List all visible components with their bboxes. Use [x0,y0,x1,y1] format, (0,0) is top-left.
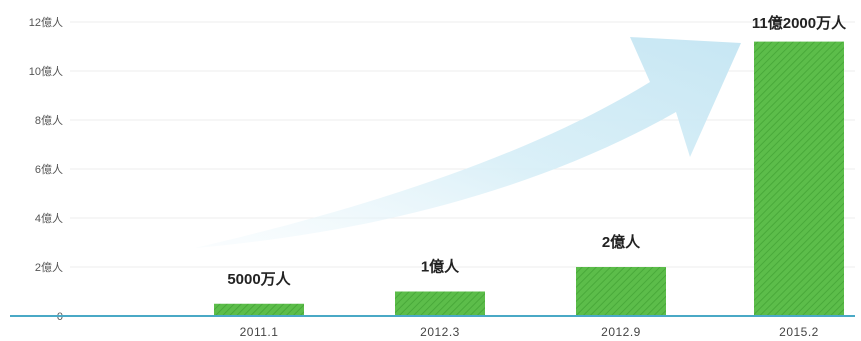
data-label: 1億人 [421,258,460,276]
x-axis-labels: 2011.1 2012.3 2012.9 2015.2 [240,325,819,339]
data-labels: 5000万人 1億人 2億人 11億2000万人 [227,14,847,288]
y-axis: 02億人4億人6億人8億人10億人12億人 [29,16,70,323]
bar [754,41,844,316]
y-tick-label: 10億人 [29,65,63,78]
bars [214,41,844,316]
data-label: 5000万人 [227,271,291,288]
y-tick-label: 12億人 [29,16,63,29]
bar [214,303,304,316]
y-tick-label: 4億人 [35,212,63,225]
data-label: 11億2000万人 [752,14,847,32]
x-tick-label: 2012.9 [601,325,641,339]
bar [395,291,485,316]
x-tick-label: 2012.3 [420,325,460,339]
y-tick-label: 6億人 [35,163,63,176]
gridlines [70,21,855,268]
bar [576,267,666,316]
y-tick-label: 2億人 [35,261,63,274]
x-tick-label: 2011.1 [240,325,279,339]
x-tick-label: 2015.2 [779,325,819,339]
data-label: 2億人 [602,233,641,251]
growth-arrow-icon [195,37,741,248]
y-tick-label: 8億人 [35,114,63,127]
